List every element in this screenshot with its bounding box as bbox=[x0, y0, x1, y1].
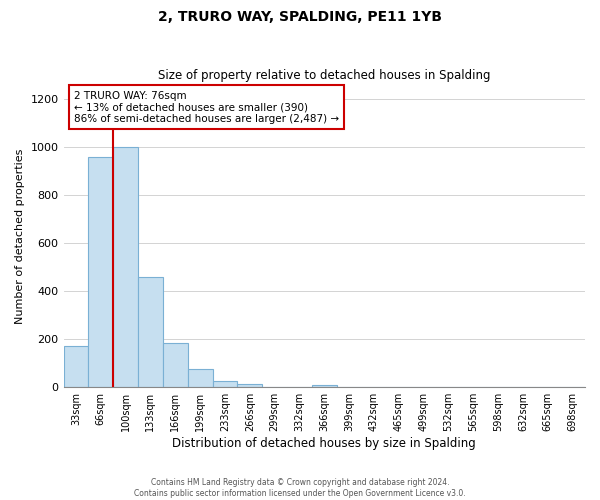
X-axis label: Distribution of detached houses by size in Spalding: Distribution of detached houses by size … bbox=[172, 437, 476, 450]
Bar bbox=[64, 346, 88, 387]
Bar bbox=[188, 369, 212, 387]
Bar bbox=[163, 343, 188, 387]
Bar bbox=[238, 384, 262, 387]
Text: Contains HM Land Registry data © Crown copyright and database right 2024.
Contai: Contains HM Land Registry data © Crown c… bbox=[134, 478, 466, 498]
Title: Size of property relative to detached houses in Spalding: Size of property relative to detached ho… bbox=[158, 69, 491, 82]
Bar bbox=[88, 156, 113, 387]
Y-axis label: Number of detached properties: Number of detached properties bbox=[15, 148, 25, 324]
Bar bbox=[312, 385, 337, 387]
Bar bbox=[212, 381, 238, 387]
Bar bbox=[138, 276, 163, 387]
Text: 2 TRURO WAY: 76sqm
← 13% of detached houses are smaller (390)
86% of semi-detach: 2 TRURO WAY: 76sqm ← 13% of detached hou… bbox=[74, 90, 339, 124]
Text: 2, TRURO WAY, SPALDING, PE11 1YB: 2, TRURO WAY, SPALDING, PE11 1YB bbox=[158, 10, 442, 24]
Bar bbox=[113, 147, 138, 387]
